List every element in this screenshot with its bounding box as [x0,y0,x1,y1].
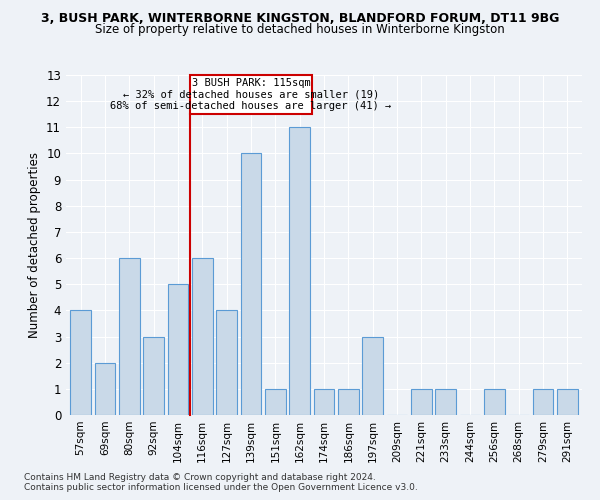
Bar [70,310,91,415]
Text: 3 BUSH PARK: 115sqm
← 32% of detached houses are smaller (19)
68% of semi-detach: 3 BUSH PARK: 115sqm ← 32% of detached ho… [110,78,392,111]
Bar [484,389,505,415]
Bar [314,389,334,415]
Bar [362,336,383,415]
Text: Contains HM Land Registry data © Crown copyright and database right 2024.: Contains HM Land Registry data © Crown c… [24,474,376,482]
Bar [192,258,212,415]
Text: Size of property relative to detached houses in Winterborne Kingston: Size of property relative to detached ho… [95,22,505,36]
Bar [167,284,188,415]
Bar [216,310,237,415]
Bar [411,389,432,415]
Bar [143,336,164,415]
Bar [95,362,115,415]
Bar [557,389,578,415]
Text: Contains public sector information licensed under the Open Government Licence v3: Contains public sector information licen… [24,484,418,492]
Bar [265,389,286,415]
Bar [436,389,456,415]
Bar [119,258,140,415]
Bar [241,154,262,415]
Bar [289,128,310,415]
Bar [338,389,359,415]
Y-axis label: Number of detached properties: Number of detached properties [28,152,41,338]
Text: 3, BUSH PARK, WINTERBORNE KINGSTON, BLANDFORD FORUM, DT11 9BG: 3, BUSH PARK, WINTERBORNE KINGSTON, BLAN… [41,12,559,26]
Bar [533,389,553,415]
Bar [190,75,312,114]
